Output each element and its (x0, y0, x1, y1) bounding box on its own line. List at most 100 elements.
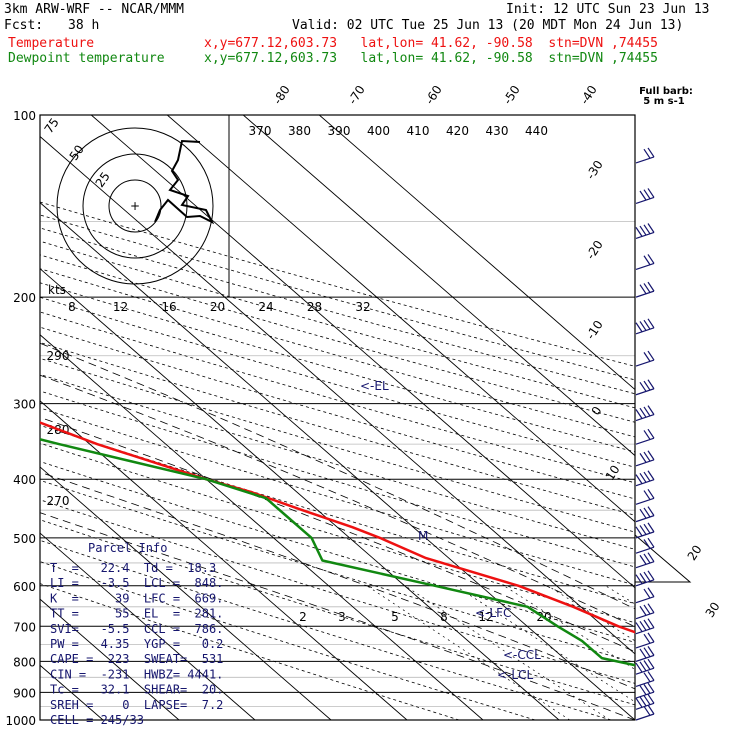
model-title: 3km ARW-WRF -- NCAR/MMM (4, 2, 185, 17)
wind-barb (635, 470, 655, 487)
parcel-info-row: LI = -3.5 LCL = 848. (50, 576, 223, 590)
pressure-tick-label: 300 (13, 398, 36, 412)
isotherm-line (242, 115, 635, 457)
wind-axis-tick: 24 (258, 300, 273, 314)
isotherm-line (40, 334, 484, 720)
mixing-ratio-label: 5 (391, 610, 399, 624)
isotherm-line (166, 115, 635, 523)
theta-label: 380 (288, 124, 311, 138)
dry-adiabat-line (40, 407, 635, 586)
dewpoint-legend: Dewpoint temperature (8, 51, 165, 66)
wind-axis-tick: 12 (113, 300, 128, 314)
theta-label-low: 290 (47, 349, 70, 363)
isotherm-line (40, 400, 408, 720)
pressure-tick-label: 900 (13, 686, 36, 700)
pressure-tick-label: 500 (13, 532, 36, 546)
isotherm-line (40, 466, 332, 720)
wind-barb (635, 693, 655, 710)
parcel-info-row: PW = 4.35 YGP = 0.2 (50, 637, 223, 651)
dry-adiabat-line (40, 561, 536, 720)
parcel-info-row: TT = 55 EL = 281. (50, 607, 223, 621)
theta-label: 420 (446, 124, 469, 138)
isotherm-label: 10 (603, 463, 623, 483)
moist-adiabat-line (40, 471, 635, 690)
parcel-info-row: CIN = -231 HWBZ= 4441. (50, 667, 223, 681)
wind-barb (635, 379, 655, 396)
wind-barb (635, 704, 655, 721)
dry-adiabat-line (40, 282, 635, 453)
temperature-profile (40, 421, 635, 634)
ccl-annotation: <-CCL (503, 648, 541, 662)
lcl-annotation: <-LCL (497, 668, 533, 682)
valid-time: Valid: 02 UTC Tue 25 Jun 13 (20 MDT Mon … (292, 18, 684, 33)
wind-barb (635, 682, 655, 699)
pressure-tick-label: 1000 (5, 714, 36, 728)
m-annotation: M (418, 529, 428, 543)
dry-adiabat-line (40, 268, 635, 438)
plot-frame (39, 114, 636, 721)
theta-label: 440 (525, 124, 548, 138)
isotherm-label: -80 (270, 83, 292, 107)
theta-label: 370 (249, 124, 272, 138)
isotherm-label: -20 (583, 238, 605, 262)
hodograph-ring (56, 127, 214, 285)
wind-barb (635, 537, 655, 554)
wind-barb (635, 223, 655, 240)
dry-adiabat-line (40, 296, 635, 468)
isotherm-line (40, 598, 180, 720)
wind-barb (635, 188, 655, 204)
hodograph-center-mark: + (130, 199, 140, 213)
el-annotation: <-EL (360, 379, 389, 393)
forecast-label: Fcst: (4, 18, 44, 33)
isotherm-label: -30 (583, 158, 605, 182)
dry-adiabat-line (40, 342, 635, 516)
temperature-legend: Temperature (8, 36, 95, 51)
mixing-ratio-label: 3 (338, 610, 346, 624)
mixing-ratio-line (455, 585, 635, 703)
full-barb-units: 5 m s-1 (643, 96, 684, 107)
full-barb-label: Full barb: (639, 86, 693, 97)
wind-axis-tick: 28 (307, 300, 322, 314)
isotherm-label: -50 (500, 83, 522, 107)
init-time: Init: 12 UTC Sun 23 Jun 13 (506, 2, 710, 17)
dry-adiabat-line (40, 390, 635, 568)
hodograph-ring (108, 179, 162, 233)
wind-barb (635, 318, 655, 335)
wind-barb (635, 254, 655, 271)
wind-barb (635, 488, 655, 505)
isotherm-line (40, 202, 635, 720)
dry-adiabat-line (40, 326, 635, 500)
moist-adiabat-line (40, 512, 635, 720)
wind-barb (635, 147, 655, 164)
isotherm-line (40, 135, 635, 655)
mixing-ratio-line (366, 585, 570, 720)
wind-barb (635, 646, 655, 662)
wind-axis-tick: 20 (210, 300, 225, 314)
lfc-annotation: <-LFC (475, 606, 511, 620)
wind-barb (635, 552, 655, 569)
isotherm-line (40, 532, 256, 720)
pressure-tick-label: 600 (13, 580, 36, 594)
pressure-tick-label: 800 (13, 655, 36, 669)
dry-adiabat-line (40, 424, 635, 605)
dry-adiabat-line (40, 254, 635, 423)
theta-label: 410 (407, 124, 430, 138)
dewpoint-profile (40, 438, 635, 667)
theta-label: 400 (367, 124, 390, 138)
pressure-tick-label: 400 (13, 473, 36, 487)
isotherm-label: 0 (589, 404, 605, 418)
hodograph-ring-label: 75 (42, 115, 62, 136)
wind-barb (635, 506, 655, 523)
mixing-ratio-label: 8 (440, 610, 448, 624)
wind-barb (635, 570, 655, 587)
parcel-info-row: CELL = 245/33 (50, 713, 144, 727)
wind-barb (635, 350, 655, 367)
mixing-ratio-label: 12 (478, 610, 493, 624)
isotherm-label: -40 (577, 83, 599, 107)
pressure-tick-label: 200 (13, 291, 36, 305)
wind-barb (635, 618, 655, 635)
wind-barb (635, 658, 655, 675)
wind-barb (635, 603, 655, 620)
wind-barb (635, 522, 655, 539)
dry-adiabat-line (40, 311, 635, 484)
